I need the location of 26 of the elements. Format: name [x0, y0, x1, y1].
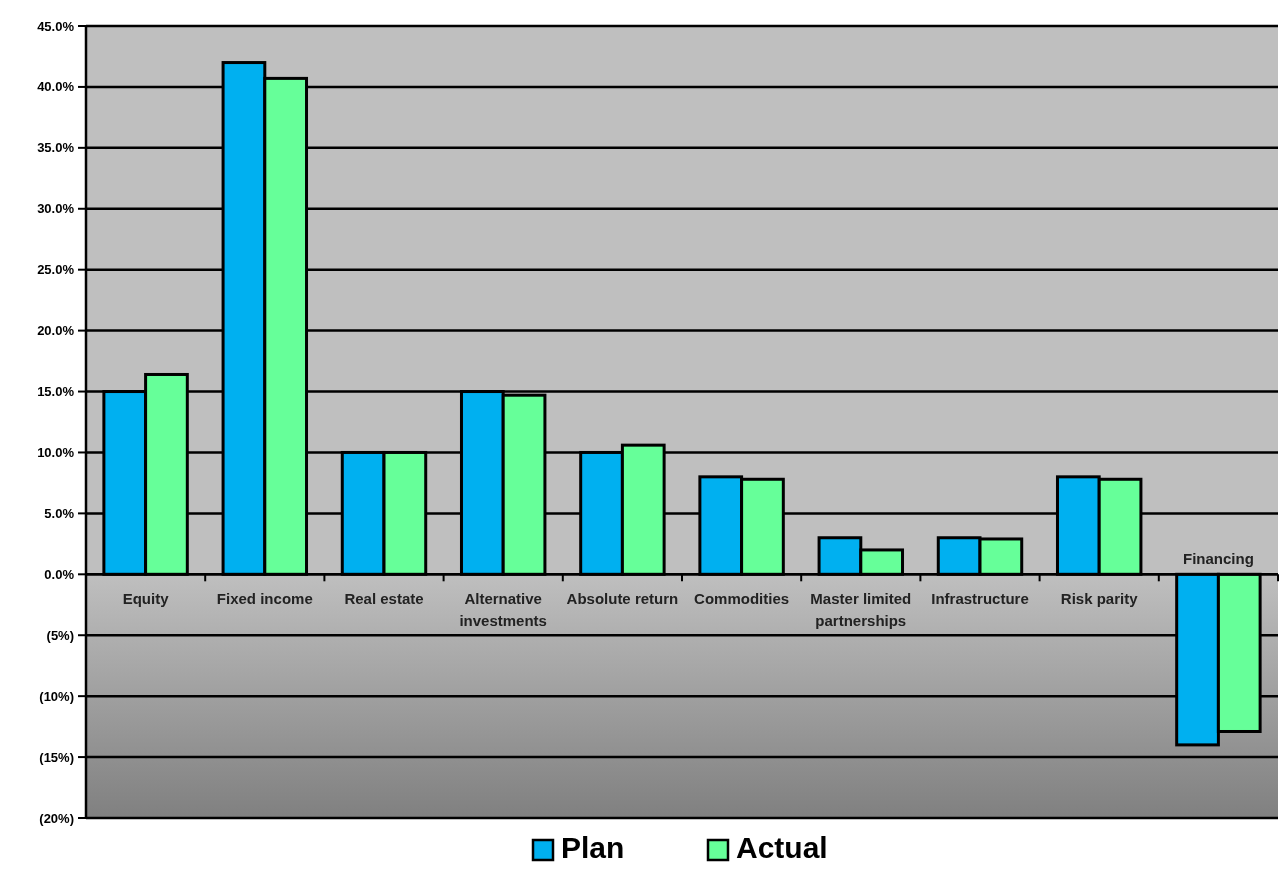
y-tick-label: 0.0% [44, 566, 75, 582]
legend-label: Plan [561, 831, 625, 864]
y-tick-label: 30.0% [37, 201, 75, 217]
y-tick-label: 5.0% [44, 505, 75, 521]
x-tick-label: Absolute return [566, 590, 679, 608]
x-tick-label: Fixed income [216, 590, 313, 608]
x-tick-label: Real estate [344, 590, 424, 608]
y-tick-label: 10.0% [37, 445, 75, 461]
y-tick-label: (15%) [39, 749, 74, 765]
x-tick-label: Commodities [694, 590, 790, 608]
y-tick-label: (20%) [39, 810, 74, 826]
y-tick-label: 25.0% [37, 262, 75, 278]
x-tick-label: Master limited partnerships [810, 590, 912, 630]
x-tick-label: Equity [122, 590, 170, 608]
y-tick-label: 15.0% [37, 384, 75, 400]
y-tick-label: (10%) [39, 688, 74, 704]
y-tick-label: 40.0% [37, 79, 75, 95]
x-tick-label: Financing [1182, 550, 1254, 568]
y-tick-label: 20.0% [37, 323, 75, 339]
x-tick-label: Alternative investments [459, 590, 547, 630]
legend-label: Actual [736, 831, 828, 864]
x-tick-label: Risk parity [1060, 590, 1139, 608]
x-tick-label: Infrastructure [931, 590, 1029, 608]
y-tick-label: 35.0% [37, 140, 75, 156]
y-tick-label: 45.0% [37, 18, 75, 34]
y-tick-label: (5%) [46, 627, 74, 643]
